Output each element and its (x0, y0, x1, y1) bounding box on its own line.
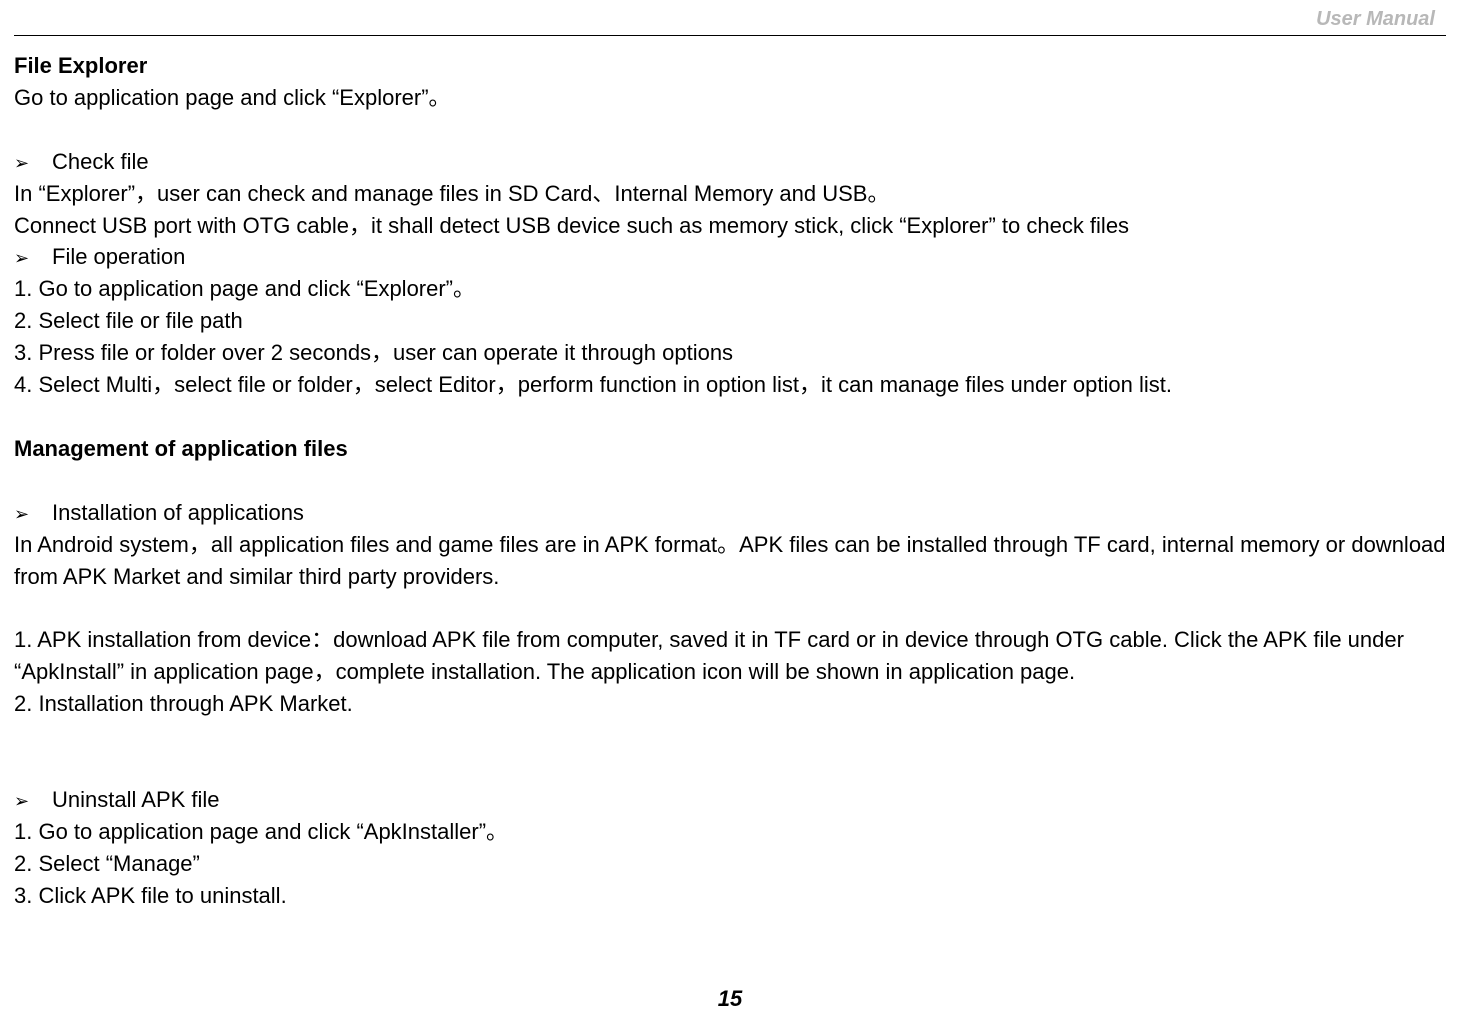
body-text: 1. Go to application page and click “Exp… (14, 273, 1446, 305)
body-text: Go to application page and click “Explor… (14, 82, 1446, 114)
bullet-label: Uninstall APK file (52, 784, 1446, 816)
body-text: 4. Select Multi，select file or folder，se… (14, 369, 1446, 401)
bullet-arrow-icon: ➢ (14, 788, 52, 814)
body-text: 1. Go to application page and click “Apk… (14, 816, 1446, 848)
body-text: 2. Installation through APK Market. (14, 688, 1446, 720)
body-text: In “Explorer”，user can check and manage … (14, 178, 1446, 210)
spacer (14, 114, 1446, 146)
body-text: 1. APK installation from device：download… (14, 624, 1446, 688)
bullet-arrow-icon: ➢ (14, 150, 52, 176)
bullet-item: ➢ File operation (14, 241, 1446, 273)
body-text: 3. Press file or folder over 2 seconds，u… (14, 337, 1446, 369)
bullet-item: ➢ Check file (14, 146, 1446, 178)
spacer (14, 465, 1446, 497)
body-text: Connect USB port with OTG cable，it shall… (14, 210, 1446, 242)
bullet-label: Installation of applications (52, 497, 1446, 529)
body-text: In Android system，all application files … (14, 529, 1446, 593)
document-body: File Explorer Go to application page and… (14, 50, 1446, 912)
spacer (14, 592, 1446, 624)
section-title-management: Management of application files (14, 433, 1446, 465)
bullet-label: File operation (52, 241, 1446, 273)
section-title-file-explorer: File Explorer (14, 50, 1446, 82)
bullet-arrow-icon: ➢ (14, 245, 52, 271)
body-text: 2. Select “Manage” (14, 848, 1446, 880)
page-number: 15 (0, 986, 1460, 1012)
bullet-arrow-icon: ➢ (14, 501, 52, 527)
header-title: User Manual (1316, 8, 1435, 31)
header-divider (14, 35, 1446, 36)
spacer (14, 720, 1446, 752)
bullet-item: ➢ Uninstall APK file (14, 784, 1446, 816)
spacer (14, 752, 1446, 784)
bullet-item: ➢ Installation of applications (14, 497, 1446, 529)
spacer (14, 401, 1446, 433)
body-text: 3. Click APK file to uninstall. (14, 880, 1446, 912)
bullet-label: Check file (52, 146, 1446, 178)
body-text: 2. Select file or file path (14, 305, 1446, 337)
